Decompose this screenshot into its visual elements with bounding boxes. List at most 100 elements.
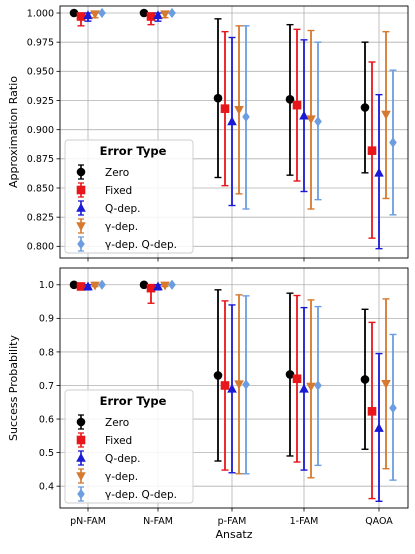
data-point [242, 379, 250, 390]
legend: Error Type Zero Fixed Q-dep. γ-dep. γ-dep. Q-… [64, 389, 194, 504]
axes-frame [59, 267, 409, 509]
data-point [360, 103, 370, 112]
series-0 [69, 280, 370, 462]
data-point [90, 281, 100, 291]
y-tick-label: 1.0 [39, 280, 54, 291]
data-point [299, 383, 309, 393]
legend-marker [76, 417, 86, 427]
legend-box [64, 389, 194, 504]
data-point [69, 280, 79, 290]
data-point [83, 281, 93, 291]
series-1 [76, 12, 377, 239]
data-point [314, 380, 322, 391]
y-tick-label: 0.850 [27, 183, 54, 194]
legend-marker [76, 222, 86, 232]
y-tick-label: 1.000 [27, 8, 54, 19]
data-point [98, 7, 106, 19]
legend-entry: γ-dep. [105, 471, 138, 483]
panel-top: 1.000 0.975 0.950 0.925 0.900 0.875 0.850 0.825… [7, 5, 409, 262]
legend-marker [76, 185, 86, 195]
data-point [292, 374, 302, 384]
legend-entry: Q-dep. [105, 203, 140, 215]
data-point [90, 10, 100, 20]
series-0 [69, 8, 370, 179]
data-point [285, 370, 295, 379]
legend-entry: Fixed [105, 435, 132, 447]
data-point [242, 111, 250, 122]
y-tick-label: 0.7 [39, 381, 54, 392]
legend: Error Type Zero Fixed Q-dep. γ-dep. γ-dep. Q-… [64, 139, 194, 254]
x-tick-label: p-FAM [218, 516, 247, 527]
y-axis-label: Success Probability [7, 335, 20, 441]
series-4 [98, 279, 397, 481]
x-tick-label: pN-FAM [70, 516, 106, 527]
data-point [220, 381, 230, 390]
data-point [76, 282, 86, 291]
y-tick-label: 0.4 [39, 482, 54, 493]
y-tick-label: 0.875 [27, 154, 54, 165]
data-point [374, 167, 384, 177]
data-point [360, 375, 370, 384]
legend-box [64, 139, 194, 254]
data-point [314, 116, 322, 127]
legend-marker [77, 238, 85, 250]
y-axis-label: Approximation Ratio [7, 76, 20, 188]
data-point [227, 383, 237, 393]
y-tick-label: 0.8 [39, 347, 54, 358]
x-tick-label: N-FAM [143, 516, 173, 527]
data-point [285, 95, 295, 104]
data-point [367, 146, 377, 155]
data-point [139, 280, 149, 290]
series-2 [83, 281, 384, 502]
series-3 [90, 10, 391, 210]
data-point [76, 12, 86, 21]
data-point [389, 402, 397, 414]
series-2 [83, 10, 384, 250]
data-point [227, 116, 237, 126]
axes-frame [59, 5, 409, 259]
legend-marker [76, 167, 86, 177]
legend-entry: Zero [105, 417, 129, 429]
data-point [220, 104, 230, 113]
legend-entry: Fixed [105, 185, 132, 197]
data-point [168, 279, 176, 290]
data-point [374, 423, 384, 432]
data-point [234, 106, 244, 115]
x-axis-label: Ansatz [215, 528, 252, 541]
data-point [146, 12, 156, 21]
legend-entry: Q-dep. [105, 453, 140, 465]
legend-entry: Zero [105, 167, 129, 179]
legend-marker [76, 472, 86, 482]
data-point [83, 10, 93, 20]
y-tick-label: 0.825 [27, 213, 54, 224]
data-point [306, 115, 316, 125]
data-point [213, 93, 223, 103]
x-tick-label: QAOA [365, 516, 393, 527]
legend-marker [76, 452, 86, 462]
data-point [160, 281, 170, 291]
legend-entry: γ-dep. Q-dep. [105, 239, 177, 251]
series-3 [90, 281, 391, 479]
data-point [234, 380, 244, 390]
data-point [292, 100, 302, 110]
y-tick-label: 0.9 [39, 314, 54, 325]
data-point [213, 371, 223, 380]
y-tick-label: 0.925 [27, 96, 54, 107]
data-point [69, 8, 79, 18]
legend-entry: γ-dep. Q-dep. [105, 489, 177, 501]
data-point [146, 283, 156, 293]
data-point [153, 281, 163, 291]
series-4 [98, 7, 397, 216]
data-point [160, 10, 170, 20]
data-point [381, 380, 391, 389]
data-point [98, 279, 106, 290]
data-point [139, 8, 149, 18]
y-tick-label: 0.6 [39, 414, 54, 425]
data-point [367, 407, 377, 416]
legend-marker [76, 435, 86, 445]
series-1 [76, 282, 377, 500]
data-point [381, 110, 391, 120]
y-tick-label: 0.800 [27, 242, 54, 253]
legend-title: Error Type [100, 394, 167, 408]
